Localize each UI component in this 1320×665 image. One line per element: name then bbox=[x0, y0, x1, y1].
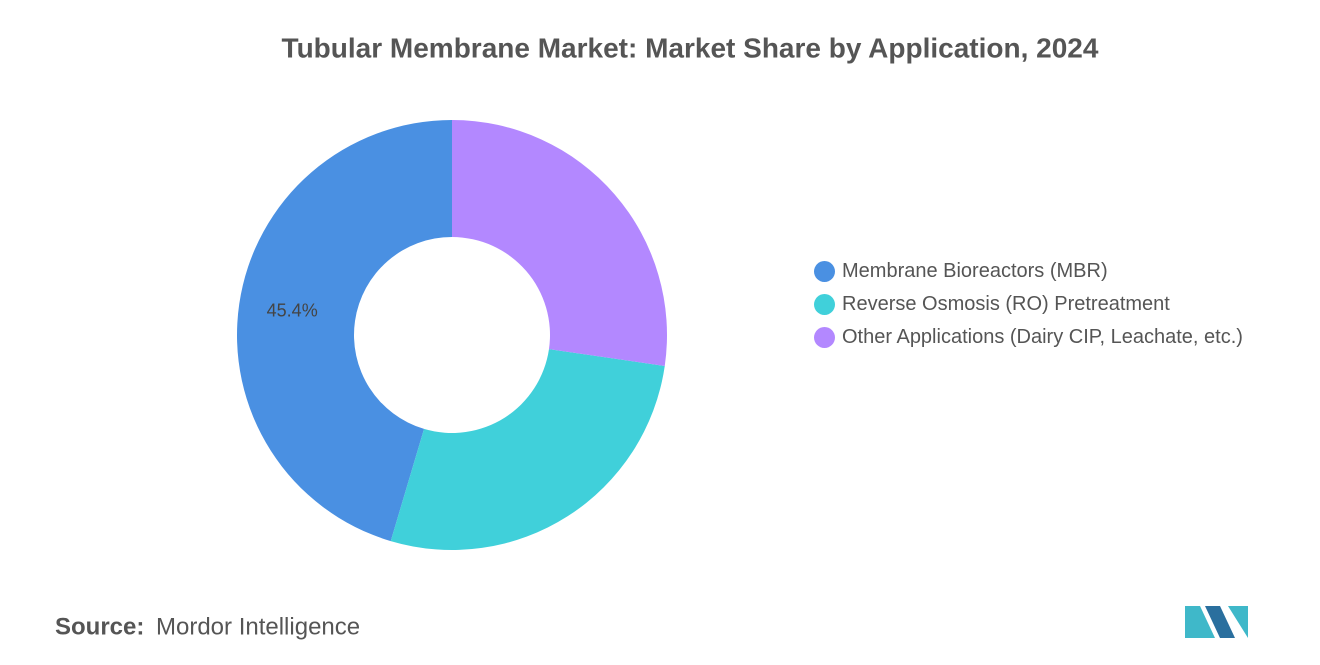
legend: Membrane Bioreactors (MBR) Reverse Osmosi… bbox=[812, 256, 1262, 355]
legend-swatch bbox=[814, 294, 835, 315]
donut-slice bbox=[390, 349, 665, 550]
legend-swatch bbox=[814, 261, 835, 282]
value-label: 45.4% bbox=[267, 300, 318, 320]
source-label: Source: bbox=[55, 613, 144, 640]
logo bbox=[1185, 606, 1248, 638]
donut-slice bbox=[452, 120, 667, 366]
legend-label: Reverse Osmosis (RO) Pretreatment bbox=[842, 293, 1170, 315]
chart-title: Tubular Membrane Market: Market Share by… bbox=[282, 32, 1099, 63]
legend-item: Other Applications (Dairy CIP, Leachate,… bbox=[812, 322, 1262, 353]
legend-item: Membrane Bioreactors (MBR) bbox=[812, 256, 1262, 287]
donut-slice bbox=[236, 120, 452, 542]
legend-item: Reverse Osmosis (RO) Pretreatment bbox=[812, 289, 1262, 320]
legend-label: Other Applications (Dairy CIP, Leachate,… bbox=[842, 326, 1243, 348]
source-text: Mordor Intelligence bbox=[156, 613, 360, 640]
legend-swatch bbox=[814, 327, 835, 348]
legend-label: Membrane Bioreactors (MBR) bbox=[842, 260, 1108, 282]
